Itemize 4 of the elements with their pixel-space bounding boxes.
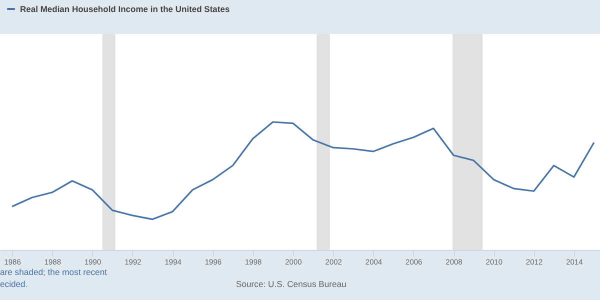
text: are shaded; the most recent [0, 267, 108, 277]
text: ecided. [0, 279, 28, 289]
source-note: Source: U.S. Census Bureau [236, 279, 346, 289]
legend-label: Real Median Household Income in the United States [20, 4, 230, 14]
